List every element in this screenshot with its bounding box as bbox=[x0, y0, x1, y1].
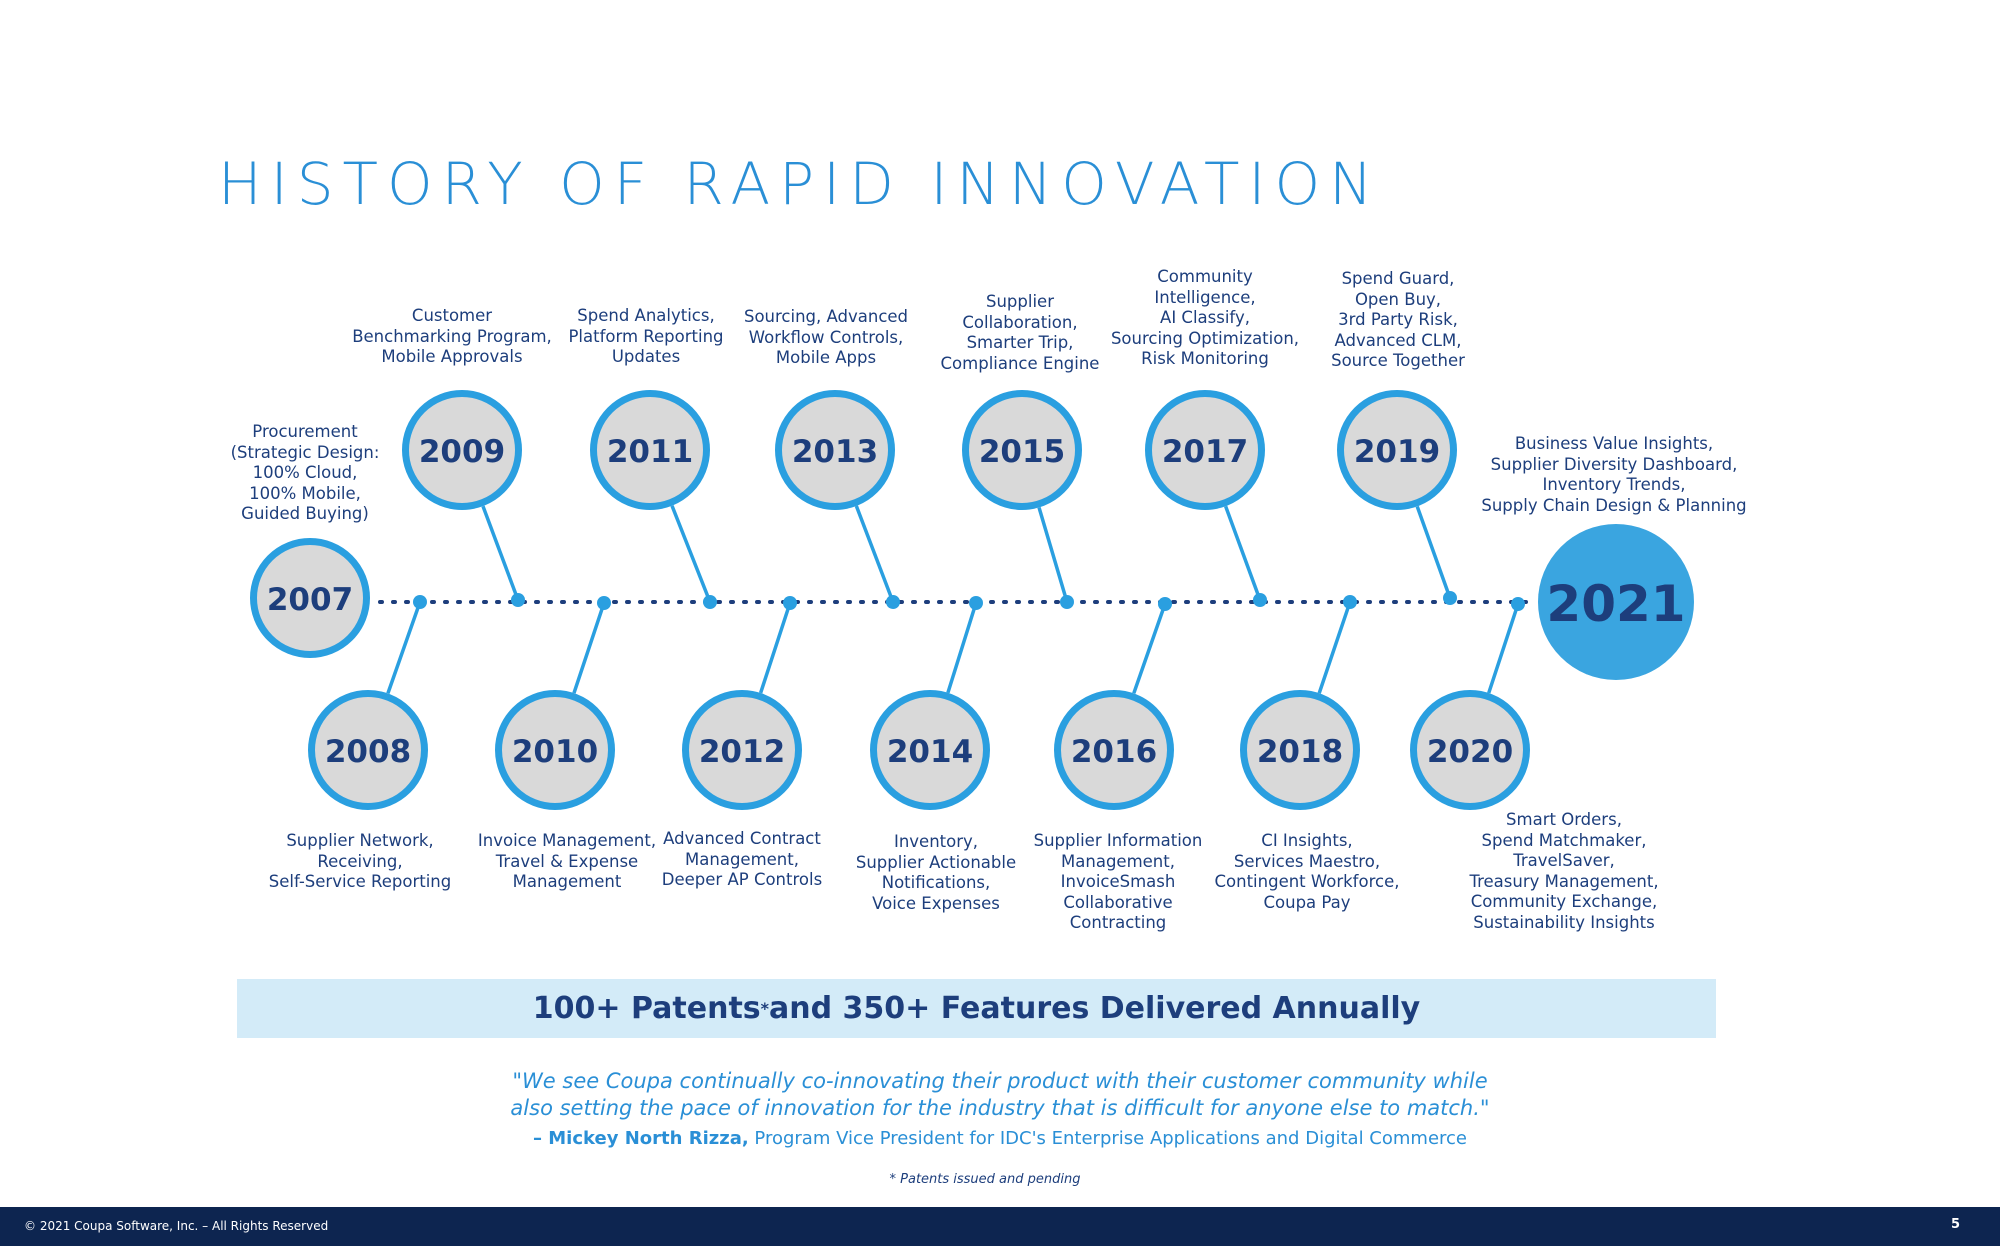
milestone-circle-2019 bbox=[1337, 390, 1457, 510]
milestone-desc-2008: Supplier Network, Receiving, Self-Servic… bbox=[268, 831, 452, 891]
timeline-node-2010 bbox=[597, 596, 611, 610]
milestone-year-2017: 2017 bbox=[1162, 434, 1248, 470]
milestone-circle-2010 bbox=[495, 690, 615, 810]
milestone-circle-2011 bbox=[590, 390, 710, 510]
timeline-node-2020 bbox=[1511, 597, 1525, 611]
milestone-desc-2010: Invoice Management, Travel & Expense Man… bbox=[477, 831, 657, 891]
quote-author: – Mickey North Rizza, bbox=[533, 1128, 749, 1149]
milestone-circle-2016 bbox=[1054, 690, 1174, 810]
milestone-circle-2007 bbox=[250, 538, 370, 658]
milestone-desc-2011: Spend Analytics, Platform Reporting Upda… bbox=[568, 306, 724, 366]
connector-2019 bbox=[1415, 505, 1452, 599]
connector-2016 bbox=[1132, 603, 1167, 694]
patents-footnote: * Patents issued and pending bbox=[889, 1172, 1081, 1187]
milestone-circle-2021 bbox=[1538, 524, 1694, 680]
timeline-node-2013 bbox=[886, 595, 900, 609]
connector-2017 bbox=[1224, 505, 1262, 601]
milestone-desc-2017: Community Intelligence, AI Classify, Sou… bbox=[1110, 267, 1300, 368]
milestone-circle-2020 bbox=[1410, 690, 1530, 810]
milestone-circle-2008 bbox=[308, 690, 428, 810]
timeline-node-2018 bbox=[1343, 595, 1357, 609]
connector-2011 bbox=[670, 505, 712, 603]
banner-text-1: 100+ Patents bbox=[532, 991, 761, 1026]
copyright-text: © 2021 Coupa Software, Inc. – All Rights… bbox=[24, 1219, 329, 1233]
banner-text-2: and 350+ Features Delivered Annually bbox=[769, 991, 1421, 1026]
quote-line-1: "We see Coupa continually co-innovating … bbox=[512, 1069, 1488, 1093]
milestone-circle-2015 bbox=[962, 390, 1082, 510]
milestone-desc-2020: Smart Orders, Spend Matchmaker, TravelSa… bbox=[1469, 810, 1659, 932]
milestone-desc-2014: Inventory, Supplier Actionable Notificat… bbox=[855, 832, 1017, 913]
timeline-node-2017 bbox=[1253, 593, 1267, 607]
analyst-quote: "We see Coupa continually co-innovating … bbox=[0, 1068, 2000, 1122]
milestone-circle-2012 bbox=[682, 690, 802, 810]
milestone-year-2014: 2014 bbox=[887, 734, 973, 770]
milestone-desc-2018: CI Insights, Services Maestro, Contingen… bbox=[1214, 831, 1400, 912]
milestone-desc-2012: Advanced Contract Management, Deeper AP … bbox=[661, 829, 823, 889]
connector-2012 bbox=[758, 602, 792, 694]
connector-2018 bbox=[1317, 601, 1352, 694]
milestone-year-2011: 2011 bbox=[607, 434, 693, 470]
milestone-circle-2009 bbox=[402, 390, 522, 510]
timeline-node-2015 bbox=[1060, 595, 1074, 609]
timeline-node-2012 bbox=[783, 596, 797, 610]
milestone-year-2012: 2012 bbox=[699, 734, 785, 770]
milestone-year-2015: 2015 bbox=[979, 434, 1065, 470]
connector-2020 bbox=[1487, 603, 1520, 694]
connector-2008 bbox=[386, 601, 422, 694]
milestone-desc-2016: Supplier Information Management, Invoice… bbox=[1033, 831, 1203, 932]
milestone-circle-2013 bbox=[775, 390, 895, 510]
timeline-node-2011 bbox=[703, 595, 717, 609]
timeline-node-2009 bbox=[511, 593, 525, 607]
milestone-desc-2019: Spend Guard, Open Buy, 3rd Party Risk, A… bbox=[1331, 269, 1465, 370]
quote-attribution: – Mickey North Rizza, Program Vice Presi… bbox=[0, 1128, 2000, 1149]
patents-banner: 100+ Patents * and 350+ Features Delivere… bbox=[237, 979, 1716, 1038]
footer-bar: © 2021 Coupa Software, Inc. – All Rights… bbox=[0, 1207, 2000, 1246]
banner-asterisk: * bbox=[760, 999, 770, 1018]
milestone-year-2009: 2009 bbox=[419, 434, 505, 470]
milestone-year-2008: 2008 bbox=[325, 734, 411, 770]
milestone-year-2007: 2007 bbox=[267, 582, 353, 618]
milestone-desc-2015: Supplier Collaboration, Smarter Trip, Co… bbox=[940, 292, 1100, 373]
connector-2015 bbox=[1037, 507, 1069, 603]
connector-2013 bbox=[854, 505, 895, 603]
milestone-year-2016: 2016 bbox=[1071, 734, 1157, 770]
milestone-year-2010: 2010 bbox=[512, 734, 598, 770]
milestone-circle-2014 bbox=[870, 690, 990, 810]
milestone-desc-2021: Business Value Insights, Supplier Divers… bbox=[1481, 434, 1747, 515]
quote-line-2: also setting the pace of innovation for … bbox=[510, 1096, 1490, 1120]
timeline-node-2008 bbox=[413, 595, 427, 609]
connector-2010 bbox=[572, 602, 606, 694]
connector-2009 bbox=[481, 505, 520, 601]
milestone-desc-2009: Customer Benchmarking Program, Mobile Ap… bbox=[352, 306, 552, 366]
milestone-year-2021: 2021 bbox=[1546, 575, 1685, 633]
milestone-desc-2007: Procurement (Strategic Design: 100% Clou… bbox=[230, 422, 380, 523]
milestone-circle-2017 bbox=[1145, 390, 1265, 510]
timeline-node-2014 bbox=[969, 596, 983, 610]
page-number: 5 bbox=[1950, 1217, 1960, 1232]
milestone-year-2013: 2013 bbox=[792, 434, 878, 470]
quote-author-role: Program Vice President for IDC's Enterpr… bbox=[748, 1128, 1467, 1149]
connector-2014 bbox=[946, 602, 978, 694]
milestone-desc-2013: Sourcing, Advanced Workflow Controls, Mo… bbox=[743, 307, 909, 367]
milestone-year-2019: 2019 bbox=[1354, 434, 1440, 470]
slide-title: HISTORY OF RAPID INNOVATION bbox=[218, 150, 1382, 218]
timeline-node-2016 bbox=[1158, 597, 1172, 611]
timeline-node-2019 bbox=[1443, 591, 1457, 605]
milestone-circle-2018 bbox=[1240, 690, 1360, 810]
milestone-year-2018: 2018 bbox=[1257, 734, 1343, 770]
milestone-year-2020: 2020 bbox=[1427, 734, 1513, 770]
